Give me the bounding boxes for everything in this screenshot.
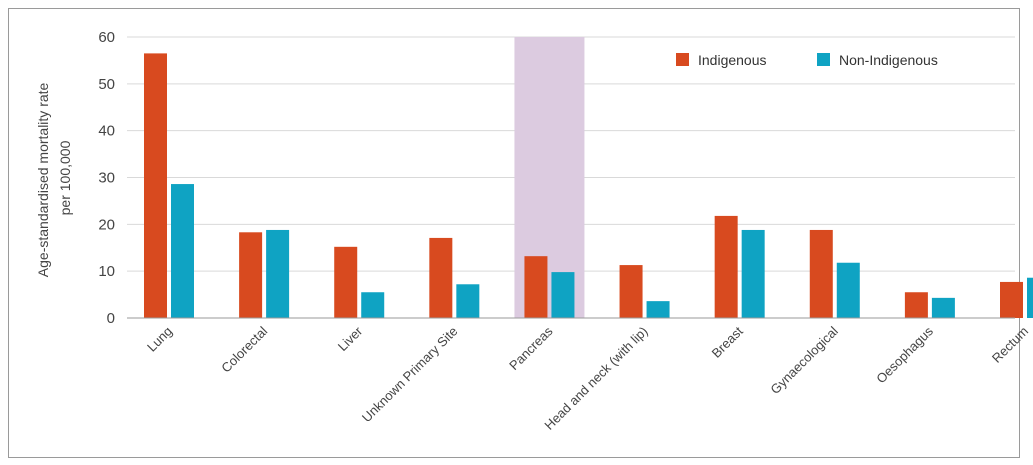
y-tick-label: 10 (98, 263, 115, 280)
x-tick-label: Liver (335, 323, 366, 354)
bar-non-indigenous (837, 263, 860, 318)
bar-non-indigenous (742, 230, 765, 318)
x-tick-label: Gynaecological (767, 323, 841, 397)
bar-non-indigenous (647, 301, 670, 318)
bar-non-indigenous (266, 230, 289, 318)
y-tick-label: 0 (107, 310, 115, 327)
y-tick-label: 60 (98, 29, 115, 46)
y-axis-title-line-2: per 100,000 (57, 140, 73, 215)
bar-non-indigenous (1027, 278, 1033, 318)
legend-label: Indigenous (698, 52, 767, 68)
bar-indigenous (1000, 282, 1023, 318)
bar-indigenous (715, 216, 738, 318)
x-tick-label: Rectum (989, 324, 1031, 366)
legend-swatch (676, 53, 689, 66)
bar-indigenous (620, 265, 643, 318)
bar-indigenous (144, 53, 167, 318)
x-tick-label: Unknown Primary Site (359, 324, 461, 426)
y-tick-label: 30 (98, 170, 115, 187)
x-tick-label: Pancreas (506, 323, 556, 373)
bar-non-indigenous (361, 292, 384, 318)
x-tick-label: Colorectal (218, 323, 270, 375)
legend: Indigenous Non-Indigenous (676, 52, 938, 68)
bar-indigenous (905, 292, 928, 318)
y-axis-title-line-1: Age-standardised mortality rate (35, 82, 51, 277)
y-axis-title: Age-standardised mortality rate per 100,… (35, 79, 73, 277)
y-tick-label: 40 (98, 123, 115, 140)
x-tick-label: Head and neck (with lip) (541, 324, 650, 433)
bar-indigenous (810, 230, 833, 318)
bar-non-indigenous (456, 284, 479, 318)
bar-indigenous (334, 247, 357, 318)
bar-non-indigenous (551, 272, 574, 318)
bar-non-indigenous (171, 184, 194, 318)
y-tick-label: 20 (98, 216, 115, 233)
bar-indigenous (239, 232, 262, 318)
x-tick-label: Oesophagus (873, 323, 936, 386)
bars (144, 53, 1033, 318)
bar-non-indigenous (932, 298, 955, 318)
bar-indigenous (429, 238, 452, 318)
legend-swatch (817, 53, 830, 66)
x-tick-label: Lung (144, 324, 175, 355)
legend-label: Non-Indigenous (839, 52, 938, 68)
y-axis-ticks: 0 10 20 30 40 50 60 (98, 29, 115, 327)
y-tick-label: 50 (98, 76, 115, 93)
x-tick-label: Breast (709, 323, 746, 360)
bar-indigenous (524, 256, 547, 318)
